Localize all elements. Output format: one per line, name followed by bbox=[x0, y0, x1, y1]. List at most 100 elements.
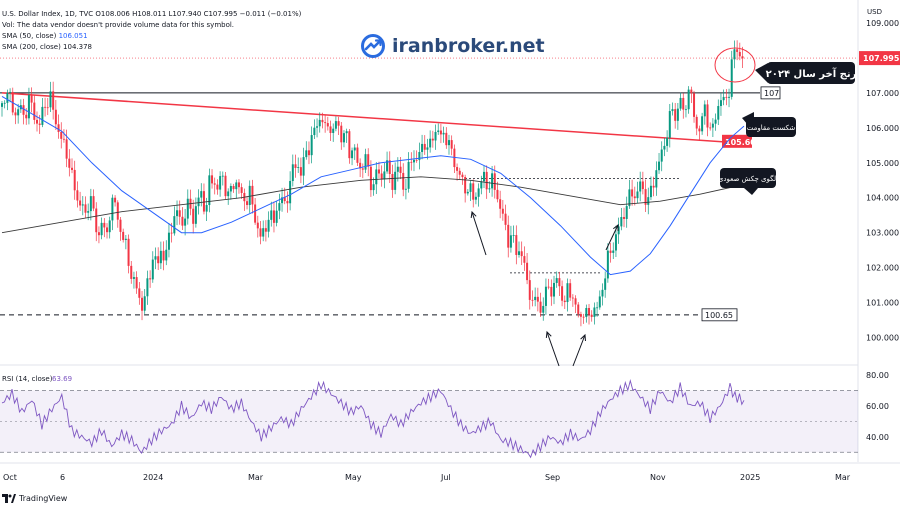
candle bbox=[275, 201, 278, 227]
arrow-head bbox=[580, 333, 586, 342]
candle-body bbox=[194, 206, 197, 224]
candle bbox=[536, 287, 539, 312]
tradingview-brand[interactable]: TradingView bbox=[2, 494, 67, 503]
candle-body bbox=[237, 182, 240, 188]
time-tick-label: Oct bbox=[3, 473, 17, 482]
pattern-arrow-3 bbox=[545, 330, 560, 367]
candle bbox=[676, 102, 679, 130]
candle-body bbox=[162, 250, 165, 261]
candle bbox=[1, 101, 3, 117]
candle-body bbox=[426, 147, 429, 150]
candle-body bbox=[329, 126, 332, 133]
candle-body bbox=[270, 210, 273, 220]
candle-body bbox=[499, 199, 502, 209]
candle bbox=[666, 130, 669, 152]
candle-body bbox=[38, 123, 41, 125]
candle-body bbox=[216, 184, 219, 190]
candle-body bbox=[649, 185, 652, 198]
candle bbox=[733, 40, 736, 69]
candle bbox=[176, 200, 179, 226]
candle bbox=[289, 171, 292, 211]
candle bbox=[741, 46, 744, 69]
candle-body bbox=[623, 217, 626, 219]
candle-body bbox=[316, 126, 319, 128]
candle-body bbox=[353, 147, 356, 151]
candle-body bbox=[396, 166, 399, 172]
candle bbox=[636, 181, 639, 204]
candle-body bbox=[407, 161, 410, 189]
annotation-resistance-break: شکست مقاومت bbox=[747, 124, 796, 132]
candle-body bbox=[636, 191, 639, 199]
candle-body bbox=[501, 208, 504, 214]
candle bbox=[585, 304, 588, 323]
candle bbox=[496, 181, 499, 203]
candle bbox=[173, 206, 176, 236]
candle-body bbox=[456, 167, 459, 171]
candle bbox=[711, 118, 714, 138]
candle-body bbox=[631, 189, 634, 197]
candle-body bbox=[485, 171, 488, 190]
candle-body bbox=[367, 154, 370, 167]
candle bbox=[404, 179, 407, 200]
candle-body bbox=[278, 203, 281, 211]
candle bbox=[412, 150, 415, 172]
candle-body bbox=[555, 278, 558, 283]
candle bbox=[531, 290, 534, 307]
candle bbox=[458, 167, 461, 180]
candle-body bbox=[345, 131, 348, 134]
rsi-band-fill bbox=[0, 390, 858, 453]
candle-body bbox=[655, 170, 658, 188]
price-tick-label: 105.000 bbox=[866, 159, 899, 168]
candle bbox=[738, 42, 741, 61]
candle bbox=[544, 278, 547, 315]
candle-body bbox=[547, 286, 550, 288]
candle bbox=[491, 165, 494, 197]
candle-body bbox=[321, 119, 324, 123]
candle bbox=[614, 225, 617, 257]
candle bbox=[313, 119, 316, 140]
candle-body bbox=[730, 59, 733, 97]
sma50-legend: SMA (50, close) 106.051 bbox=[2, 32, 88, 40]
candle bbox=[52, 81, 55, 120]
candle-body bbox=[658, 161, 661, 171]
candle bbox=[434, 124, 437, 150]
candle-body bbox=[660, 149, 663, 162]
candle-body bbox=[588, 308, 591, 315]
candle bbox=[79, 191, 82, 211]
candle-body bbox=[641, 181, 644, 190]
candle-body bbox=[542, 305, 545, 313]
candle bbox=[122, 228, 125, 243]
candle bbox=[326, 116, 329, 131]
candle-body bbox=[698, 128, 701, 132]
candle bbox=[240, 183, 243, 199]
candle-body bbox=[213, 183, 216, 185]
candle bbox=[658, 153, 661, 174]
candle-body bbox=[246, 201, 249, 206]
candle bbox=[553, 275, 556, 305]
candle bbox=[391, 164, 394, 198]
candle bbox=[27, 87, 30, 125]
candle-body bbox=[359, 162, 362, 169]
candle-body bbox=[394, 171, 397, 190]
candle-body bbox=[95, 208, 98, 233]
candle-body bbox=[146, 278, 149, 297]
candle bbox=[520, 241, 523, 265]
candle bbox=[625, 196, 628, 228]
candle-body bbox=[313, 127, 316, 136]
candle bbox=[369, 160, 372, 197]
candle bbox=[178, 200, 181, 225]
candle bbox=[698, 125, 701, 141]
candle-body bbox=[544, 286, 547, 306]
candle-body bbox=[714, 119, 717, 124]
candle bbox=[46, 97, 49, 116]
candle-body bbox=[143, 296, 146, 311]
candle-body bbox=[674, 109, 677, 121]
candle bbox=[593, 302, 596, 325]
volume-note: Vol: The data vendor doesn't provide vol… bbox=[2, 21, 235, 29]
candle bbox=[579, 311, 582, 327]
candle-body bbox=[550, 286, 553, 297]
candle-body bbox=[518, 251, 521, 255]
candle bbox=[194, 197, 197, 228]
price-unit: USD bbox=[867, 8, 882, 16]
candle-body bbox=[719, 100, 722, 107]
